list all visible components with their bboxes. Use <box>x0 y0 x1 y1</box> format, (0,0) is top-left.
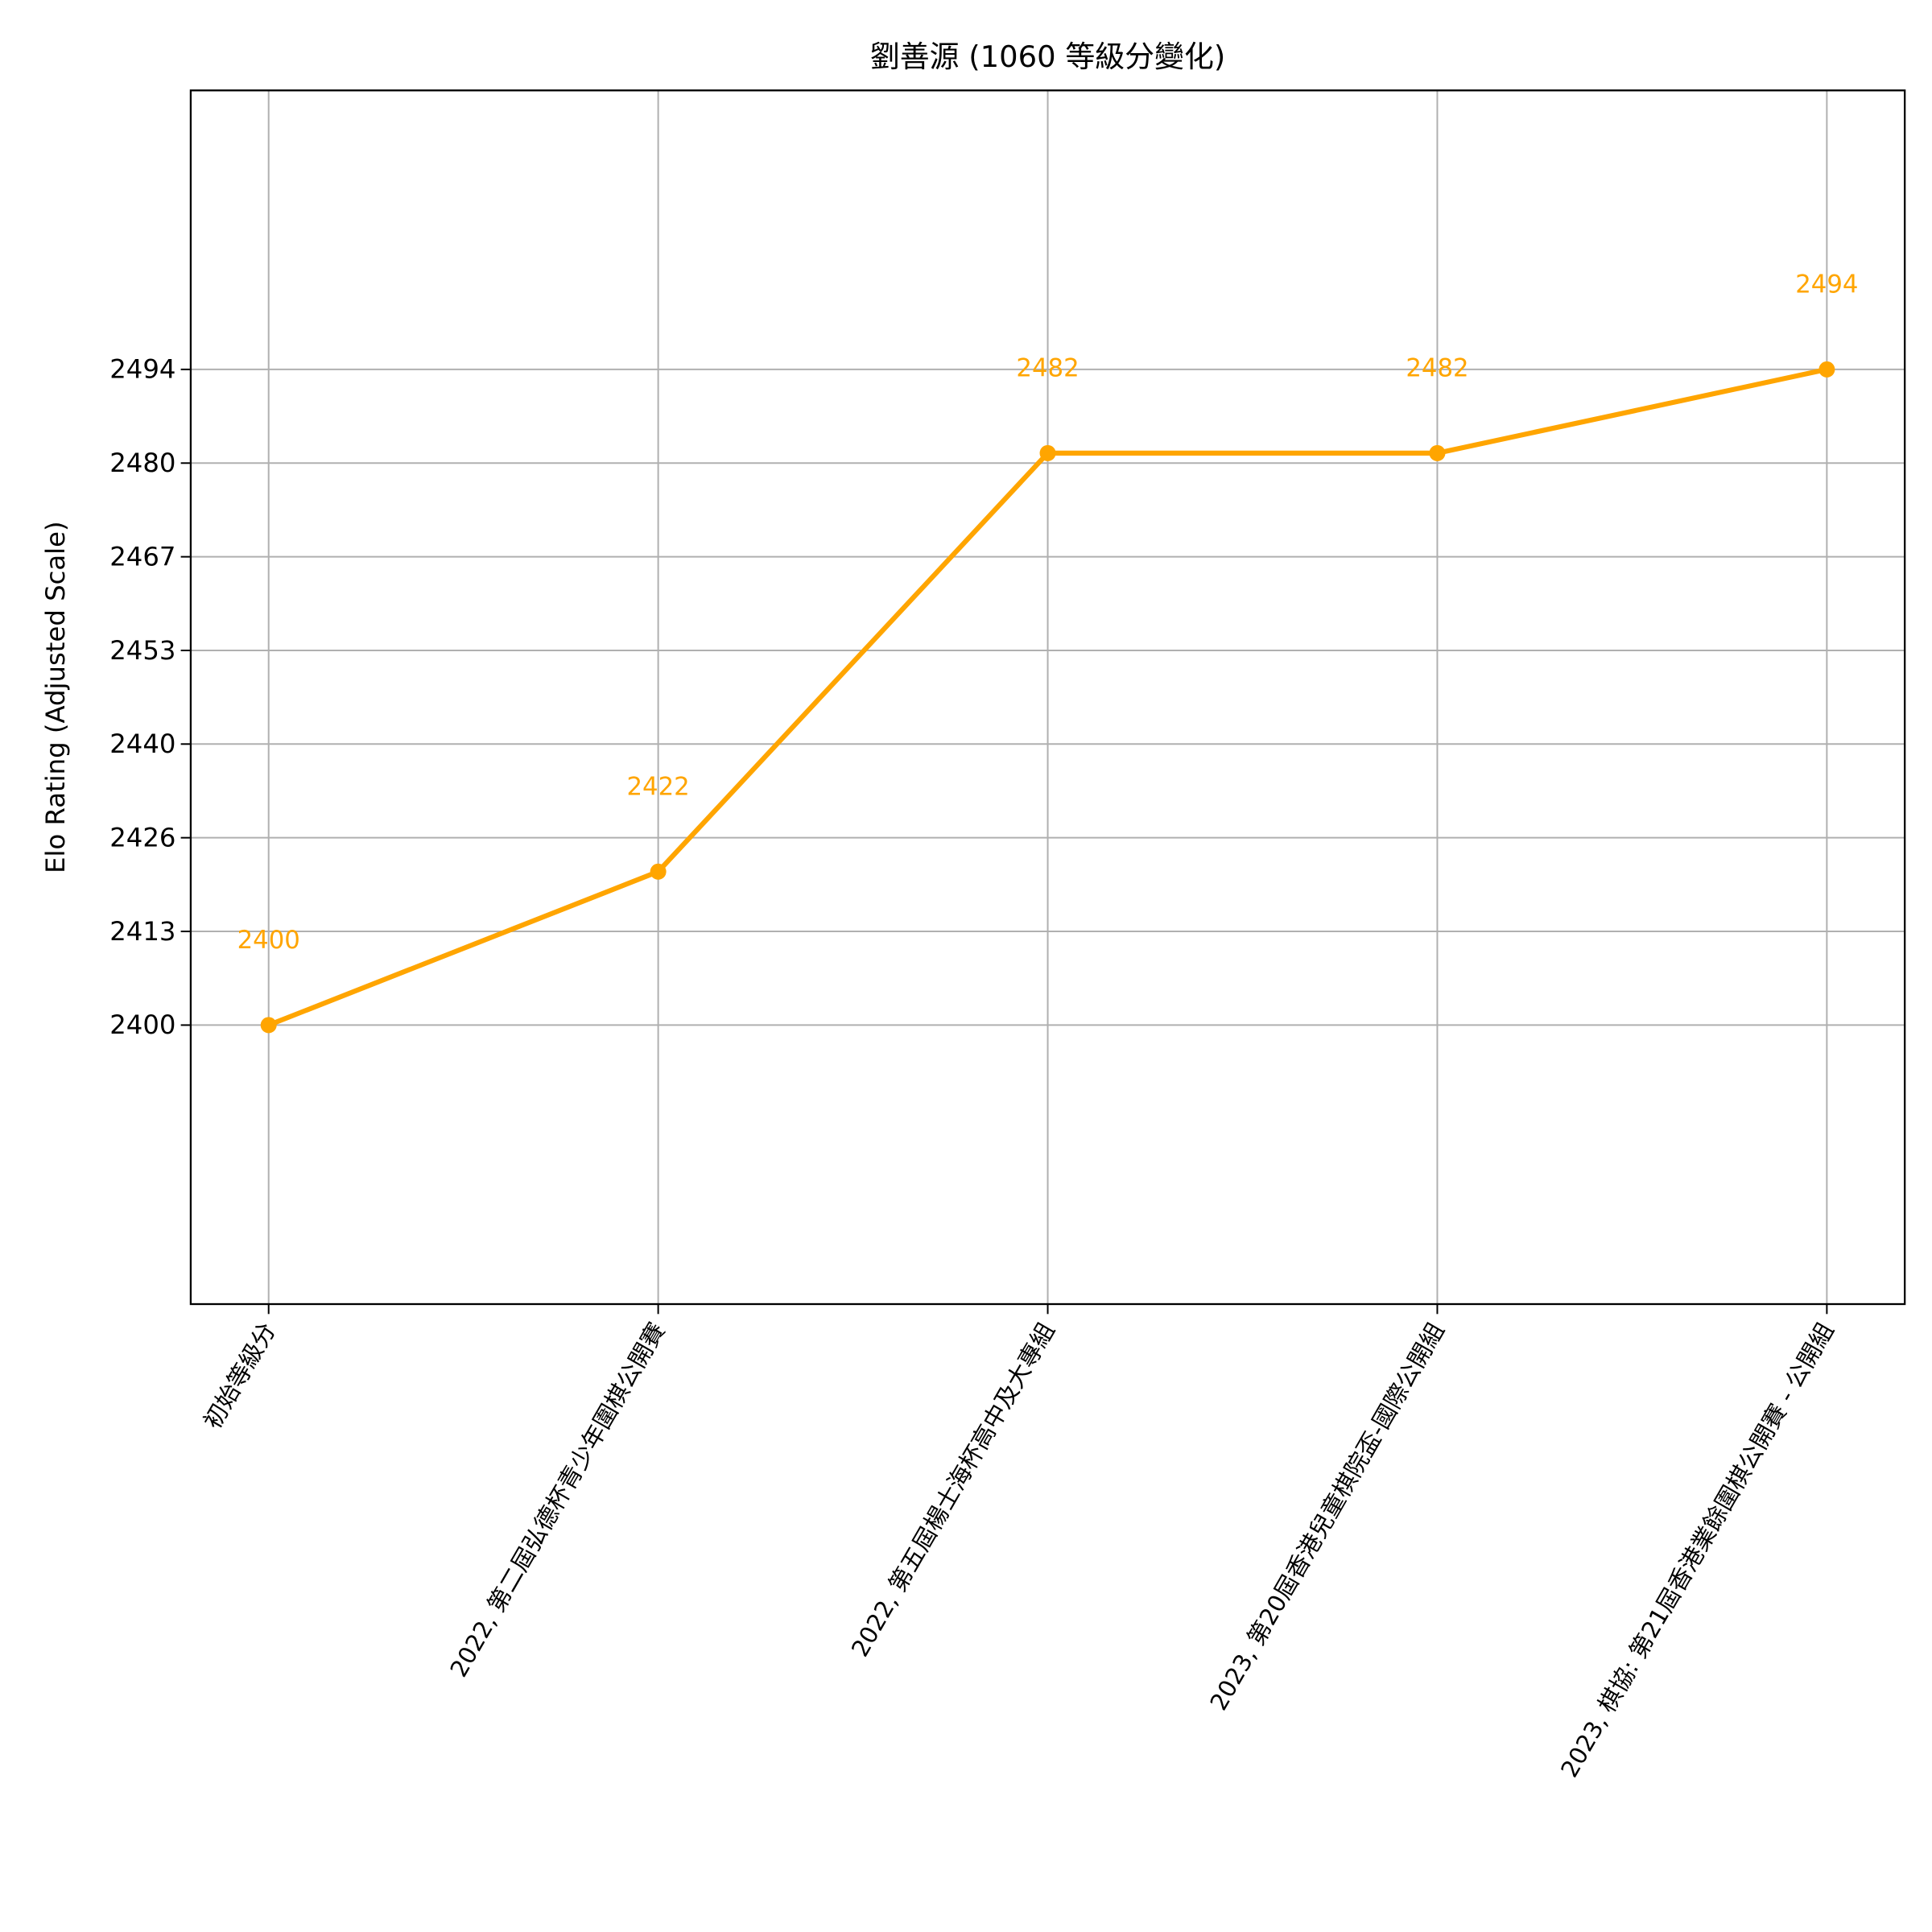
y-tick-label: 2453 <box>109 635 175 666</box>
marker <box>650 863 667 880</box>
y-tick-label: 2467 <box>109 541 175 572</box>
y-tick-label: 2413 <box>109 916 175 947</box>
y-tick-label: 2480 <box>109 448 175 478</box>
y-tick-label: 2440 <box>109 729 175 759</box>
y-tick-label: 2400 <box>109 1009 175 1040</box>
chart-title: 劉善源 (1060 等級分變化) <box>870 39 1225 74</box>
y-axis-label: Elo Rating (Adjusted Scale) <box>40 521 71 873</box>
y-tick-label: 2426 <box>109 822 175 852</box>
marker <box>1039 444 1056 461</box>
data-label: 2400 <box>237 926 300 955</box>
marker <box>1818 361 1835 378</box>
plot-frame <box>189 89 1906 1306</box>
data-label: 2482 <box>1016 353 1079 382</box>
marker <box>1429 444 1446 461</box>
y-tick-label: 2494 <box>109 354 175 385</box>
marker <box>260 1017 277 1034</box>
data-label: 2422 <box>626 772 689 801</box>
data-label: 2482 <box>1406 353 1468 382</box>
data-label: 2494 <box>1795 270 1858 299</box>
